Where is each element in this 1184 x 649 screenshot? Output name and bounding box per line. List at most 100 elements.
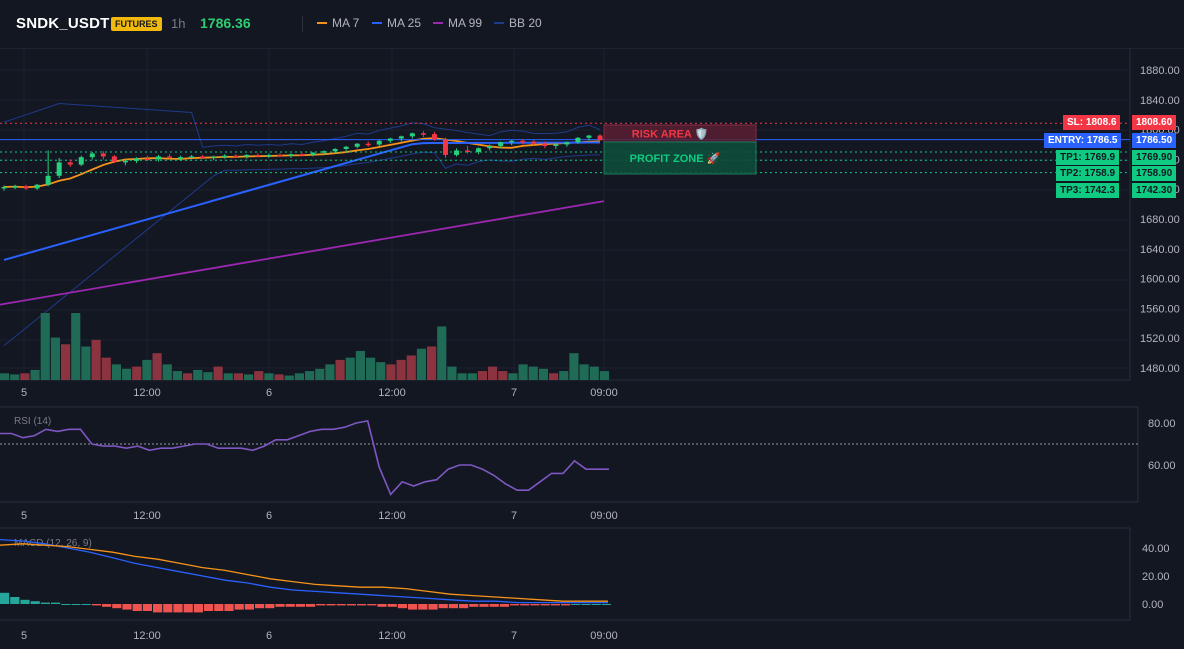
rsi-pane[interactable]: RSI (14) 80.00 60.00 (0, 416, 1176, 496)
candle-body (564, 142, 570, 145)
macd-histogram-bar (295, 604, 305, 607)
macd-histogram-bar (336, 604, 346, 606)
candle-body (1, 186, 7, 189)
candle-body (200, 156, 206, 158)
volume-bar (40, 313, 50, 380)
candle-body (431, 134, 437, 140)
candle-body (310, 152, 316, 155)
entry-label: ENTRY: 1786.5 (1044, 133, 1122, 148)
macd-histogram-bar (316, 604, 326, 606)
candle-body (354, 143, 360, 147)
legend-bb20-label: BB 20 (509, 16, 542, 30)
time-tick-label: 5 (21, 630, 27, 642)
volume-bar (437, 326, 447, 380)
last-price: 1786.36 (200, 15, 251, 31)
macd-pane[interactable]: MACD (12, 26, 9) 40.00 20.00 0.00 (0, 538, 1170, 613)
volume-bar (416, 348, 426, 380)
macd-histogram-bar (10, 597, 20, 604)
volume-bar (183, 373, 193, 380)
legend-ma25-swatch (372, 22, 382, 24)
volume-bar (406, 355, 416, 380)
volume-bar (325, 364, 335, 380)
macd-histogram-bar (91, 604, 101, 606)
price-axis[interactable]: 1880.001840.001800.001760.001720.001680.… (1140, 65, 1180, 375)
macd-histogram-bar (102, 604, 112, 607)
macd-histogram-bar (510, 604, 520, 606)
legend-bb20[interactable]: BB 20 (494, 16, 542, 30)
volume-bar (457, 373, 467, 380)
trade-zones: RISK AREA 🛡️ PROFIT ZONE 🚀 (603, 124, 757, 175)
ma99-line (0, 200, 605, 306)
legend-ma99-label: MA 99 (448, 16, 483, 30)
bb-upper (3, 103, 601, 148)
legend-ma7[interactable]: MA 7 (317, 16, 359, 30)
volume-bar (599, 371, 609, 380)
macd-histogram-bar (459, 604, 469, 609)
volume-bar (162, 364, 172, 380)
entry-axis-value: 1786.50 (1132, 133, 1177, 148)
candle-body (365, 143, 371, 146)
candle-body (553, 144, 559, 146)
candle-body (178, 157, 184, 159)
volume-bar (315, 368, 325, 380)
profit-zone-box (603, 141, 757, 175)
timeframe-label[interactable]: 1h (171, 16, 186, 31)
candle-body (476, 148, 482, 152)
macd-histogram-bar (489, 604, 499, 607)
candle-body (597, 135, 603, 141)
trade-levels (0, 122, 1130, 174)
chart-canvas[interactable]: RISK AREA 🛡️ PROFIT ZONE 🚀 1880.00 1840.0… (0, 48, 1184, 649)
header-divider (302, 16, 303, 32)
volume-bar (305, 371, 315, 380)
volume-bar (244, 374, 254, 380)
macd-histogram-bar (326, 604, 336, 606)
volume-bar (508, 373, 518, 380)
volume-bar (376, 362, 386, 380)
volume-bar (142, 359, 152, 380)
macd-histogram-bar (265, 604, 275, 609)
candle-body (45, 175, 51, 185)
volume-bar (274, 374, 284, 380)
volume-bar (559, 371, 569, 380)
candle-body (498, 142, 504, 146)
candle-body (189, 156, 195, 158)
time-tick-label: 12:00 (378, 387, 406, 399)
macd-histogram-bar (469, 604, 479, 607)
candle-body (509, 140, 515, 143)
tp2-axis-value: 1758.90 (1132, 166, 1177, 181)
chart-area[interactable]: RISK AREA 🛡️ PROFIT ZONE 🚀 1880.00 1840.0… (0, 48, 1184, 649)
legend-ma25[interactable]: MA 25 (372, 16, 421, 30)
time-tick-label: 12:00 (133, 630, 161, 642)
price-tick-label: 1560.00 (1140, 303, 1180, 315)
legend-ma99[interactable]: MA 99 (433, 16, 482, 30)
time-tick-label: 6 (266, 630, 272, 642)
macd-histogram-bar (397, 604, 407, 609)
volume-bar (20, 373, 30, 380)
volume-bar (50, 337, 60, 380)
volume-bar (427, 346, 437, 380)
symbol-name[interactable]: SNDK_USDT (16, 15, 110, 32)
profit-zone-label: PROFIT ZONE 🚀 (630, 152, 721, 165)
volume-bar (355, 350, 365, 380)
macd-histogram-bar (601, 604, 611, 605)
tp2-label: TP2: 1758.9 (1056, 166, 1120, 181)
legend-ma99-swatch (433, 22, 443, 24)
candle-body (167, 156, 173, 158)
legend-bb20-swatch (494, 22, 504, 24)
time-tick-label: 7 (511, 510, 517, 522)
candle-body (398, 136, 404, 139)
candle-body (211, 156, 217, 158)
candle-body (156, 156, 162, 160)
macd-histogram-bar (499, 604, 509, 607)
macd-histogram-bar (20, 599, 30, 604)
macd-histogram-bar (540, 604, 550, 606)
volume-bar (122, 368, 132, 380)
volume-bar (528, 366, 538, 380)
candle-body (420, 133, 426, 135)
candle-body (409, 133, 415, 137)
macd-histogram-bar (81, 604, 91, 605)
candle-body (299, 154, 305, 156)
volume-bars (0, 313, 609, 380)
volume-bar (193, 369, 203, 380)
macd-histogram-bar (530, 604, 540, 606)
